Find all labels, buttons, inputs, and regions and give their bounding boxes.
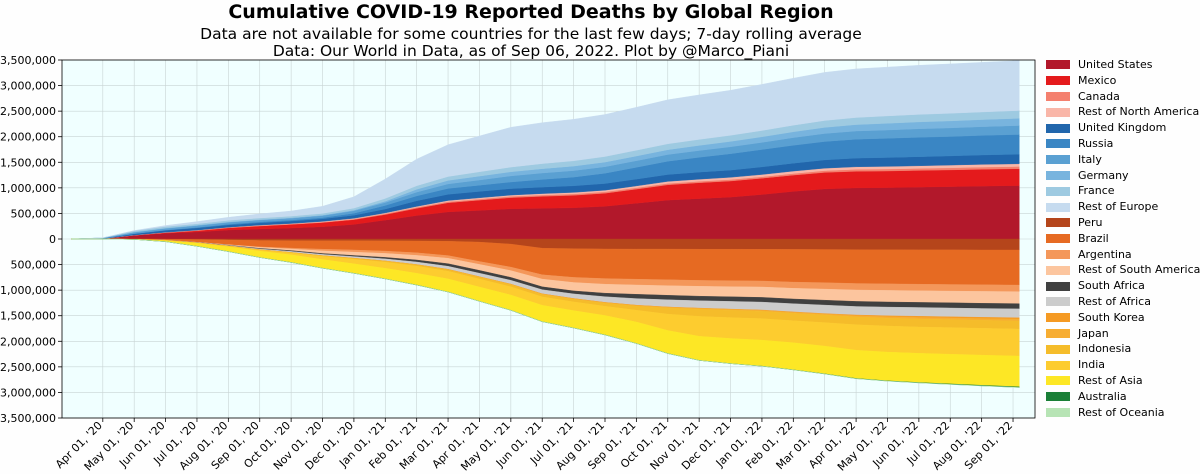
y-tick-label: 500,000 bbox=[11, 207, 57, 220]
legend-label: Indonesia bbox=[1078, 342, 1132, 356]
legend-swatch bbox=[1046, 313, 1070, 323]
legend-item-france: France bbox=[1046, 183, 1200, 199]
legend-label: Germany bbox=[1078, 168, 1129, 182]
legend-label: Rest of Europe bbox=[1078, 200, 1159, 214]
y-tick-label: 3,500,000 bbox=[0, 54, 56, 67]
legend-label: Russia bbox=[1078, 136, 1114, 150]
legend-item-united-states: United States bbox=[1046, 57, 1200, 73]
legend-item-rest-of-south-america: Rest of South America bbox=[1046, 262, 1200, 278]
legend-swatch bbox=[1046, 186, 1070, 196]
legend-label: United Kingdom bbox=[1078, 121, 1167, 135]
legend-swatch bbox=[1046, 170, 1070, 180]
legend-swatch bbox=[1046, 249, 1070, 259]
legend-label: Peru bbox=[1078, 215, 1103, 229]
legend-item-canada: Canada bbox=[1046, 89, 1200, 105]
y-tick-label: 3,000,000 bbox=[0, 80, 56, 93]
legend: United States Mexico Canada Rest of North A… bbox=[1046, 57, 1200, 420]
legend-swatch bbox=[1046, 218, 1070, 228]
y-tick-label: 1,500,000 bbox=[0, 310, 56, 323]
legend-label: Rest of North America bbox=[1078, 105, 1200, 119]
legend-label: India bbox=[1078, 358, 1105, 372]
legend-item-peru: Peru bbox=[1046, 215, 1200, 231]
legend-swatch bbox=[1046, 376, 1070, 386]
y-tick-label: 3,500,000 bbox=[0, 412, 56, 425]
legend-swatch bbox=[1046, 360, 1070, 370]
y-axis-ticks: 3,500,000 3,000,000 2,500,000 2,000,000 1,50… bbox=[0, 54, 62, 425]
legend-item-rest-of-europe: Rest of Europe bbox=[1046, 199, 1200, 215]
area-rest-of-oceania bbox=[71, 238, 1020, 388]
legend-label: Mexico bbox=[1078, 73, 1117, 87]
legend-item-mexico: Mexico bbox=[1046, 73, 1200, 89]
legend-item-india: India bbox=[1046, 357, 1200, 373]
y-tick-label: 1,000,000 bbox=[0, 182, 56, 195]
legend-label: Rest of Africa bbox=[1078, 294, 1151, 308]
legend-label: South Africa bbox=[1078, 279, 1145, 293]
legend-label: Canada bbox=[1078, 89, 1120, 103]
legend-item-united-kingdom: United Kingdom bbox=[1046, 120, 1200, 136]
legend-swatch bbox=[1046, 265, 1070, 275]
legend-swatch bbox=[1046, 392, 1070, 402]
legend-swatch bbox=[1046, 107, 1070, 117]
chart-title: Cumulative COVID-19 Reported Deaths by G… bbox=[228, 1, 834, 23]
y-tick-label: 3,000,000 bbox=[0, 386, 56, 399]
legend-item-russia: Russia bbox=[1046, 136, 1200, 152]
y-tick-label: 1,000,000 bbox=[0, 284, 56, 297]
y-tick-label: 2,500,000 bbox=[0, 105, 56, 118]
legend-label: Japan bbox=[1078, 326, 1109, 340]
legend-swatch bbox=[1046, 328, 1070, 338]
legend-label: Argentina bbox=[1078, 247, 1132, 261]
legend-label: Italy bbox=[1078, 152, 1102, 166]
legend-swatch bbox=[1046, 60, 1070, 70]
legend-item-indonesia: Indonesia bbox=[1046, 341, 1200, 357]
legend-swatch bbox=[1046, 76, 1070, 86]
legend-label: South Korea bbox=[1078, 310, 1145, 324]
area-rest-of-europe bbox=[71, 60, 1020, 240]
chart-area: 3,500,000 3,000,000 2,500,000 2,000,000 1,50… bbox=[0, 54, 1036, 474]
chart-subtitle-1: Data are not available for some countrie… bbox=[200, 25, 862, 43]
legend-swatch bbox=[1046, 344, 1070, 354]
legend-item-argentina: Argentina bbox=[1046, 247, 1200, 263]
legend-item-south-korea: South Korea bbox=[1046, 310, 1200, 326]
legend-label: Rest of South America bbox=[1078, 263, 1200, 277]
legend-item-rest-of-north-america: Rest of North America bbox=[1046, 104, 1200, 120]
y-tick-label: 500,000 bbox=[11, 259, 57, 272]
legend-item-germany: Germany bbox=[1046, 168, 1200, 184]
legend-item-italy: Italy bbox=[1046, 152, 1200, 168]
y-tick-label: 0 bbox=[49, 233, 56, 246]
legend-item-australia: Australia bbox=[1046, 389, 1200, 405]
legend-swatch bbox=[1046, 202, 1070, 212]
legend-swatch bbox=[1046, 297, 1070, 307]
legend-item-rest-of-africa: Rest of Africa bbox=[1046, 294, 1200, 310]
legend-item-rest-of-asia: Rest of Asia bbox=[1046, 373, 1200, 389]
y-tick-label: 2,500,000 bbox=[0, 361, 56, 374]
legend-label: United States bbox=[1078, 58, 1153, 71]
legend-item-rest-of-oceania: Rest of Oceania bbox=[1046, 405, 1200, 421]
legend-swatch bbox=[1046, 139, 1070, 149]
legend-label: Rest of Asia bbox=[1078, 373, 1143, 387]
stacked-areas bbox=[71, 60, 1020, 388]
y-tick-label: 2,000,000 bbox=[0, 131, 56, 144]
legend-swatch bbox=[1046, 234, 1070, 244]
legend-item-south-africa: South Africa bbox=[1046, 278, 1200, 294]
legend-swatch bbox=[1046, 155, 1070, 165]
legend-swatch bbox=[1046, 281, 1070, 291]
legend-swatch bbox=[1046, 407, 1070, 417]
y-tick-label: 2,000,000 bbox=[0, 335, 56, 348]
legend-swatch bbox=[1046, 123, 1070, 133]
legend-item-japan: Japan bbox=[1046, 326, 1200, 342]
legend-label: Australia bbox=[1078, 389, 1127, 403]
legend-item-brazil: Brazil bbox=[1046, 231, 1200, 247]
legend-label: France bbox=[1078, 184, 1115, 198]
chart-subtitle-2: Data: Our World in Data, as of Sep 06, 2… bbox=[272, 42, 790, 60]
legend-label: Rest of Oceania bbox=[1078, 405, 1165, 419]
legend-swatch bbox=[1046, 91, 1070, 101]
y-tick-label: 1,500,000 bbox=[0, 156, 56, 169]
legend-label: Brazil bbox=[1078, 231, 1109, 245]
